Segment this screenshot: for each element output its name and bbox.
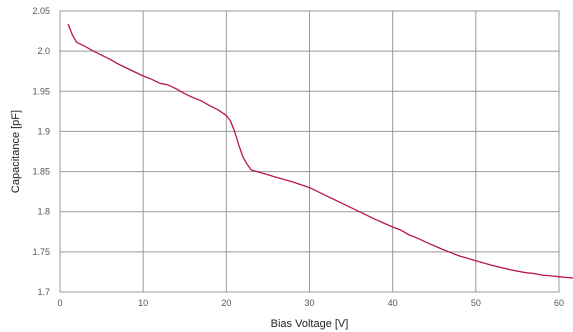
x-tick-label: 0 bbox=[57, 298, 62, 308]
x-tick-label: 20 bbox=[221, 298, 231, 308]
tick-labels: 0 10 20 30 40 50 60 1.7 1.75 1.8 1.85 1.9 1.95 2.0 2.0… bbox=[32, 6, 564, 308]
y-tick-label: 1.75 bbox=[32, 247, 50, 257]
y-tick-label: 1.95 bbox=[32, 86, 50, 96]
x-tick-label: 60 bbox=[554, 298, 564, 308]
y-axis-title: Capacitance [pF] bbox=[10, 110, 22, 193]
x-tick-label: 50 bbox=[471, 298, 481, 308]
y-tick-label: 1.85 bbox=[32, 167, 50, 177]
y-tick-label: 1.7 bbox=[37, 287, 50, 297]
series-layer bbox=[67, 23, 573, 279]
x-tick-label: 10 bbox=[138, 298, 148, 308]
series-line bbox=[67, 23, 573, 279]
y-tick-label: 2.0 bbox=[37, 46, 50, 56]
y-tick-label: 2.05 bbox=[32, 6, 50, 16]
y-tick-label: 1.8 bbox=[37, 207, 50, 217]
x-tick-label: 40 bbox=[388, 298, 398, 308]
x-tick-label: 30 bbox=[304, 298, 314, 308]
plot-border bbox=[59, 10, 560, 293]
axes bbox=[59, 10, 560, 293]
grid bbox=[60, 11, 559, 292]
x-axis-title: Bias Voltage [V] bbox=[271, 318, 349, 330]
y-tick-label: 1.9 bbox=[37, 126, 50, 136]
